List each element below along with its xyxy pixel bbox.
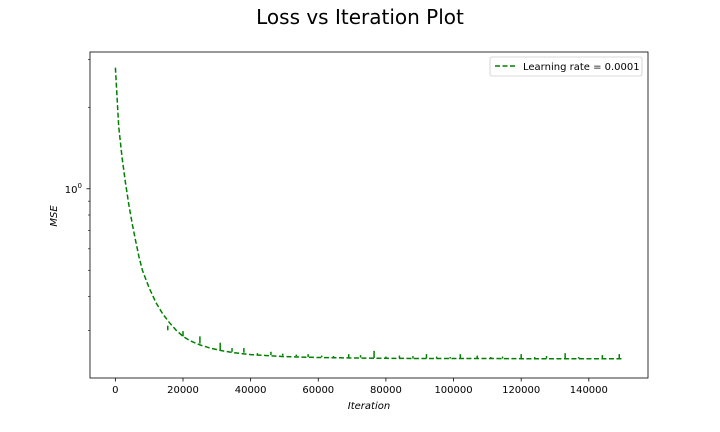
y-tick-label: 100 <box>65 182 82 196</box>
x-tick-label: 40000 <box>235 385 267 396</box>
x-tick-label: 20000 <box>167 385 199 396</box>
y-axis-label: MSE <box>49 205 60 227</box>
x-tick-label: 80000 <box>370 385 402 396</box>
legend-box <box>489 56 643 77</box>
x-tick-label: 100000 <box>434 385 472 396</box>
plot-frame <box>89 51 649 379</box>
x-tick-label: 140000 <box>570 385 608 396</box>
legend: Learning rate = 0.0001 <box>489 56 643 77</box>
legend-label: Learning rate = 0.0001 <box>523 62 640 73</box>
x-axis-label: Iteration <box>348 401 390 412</box>
loss-series-line <box>114 67 623 360</box>
x-tick-label: 120000 <box>502 385 540 396</box>
chart-title: Loss vs Iteration Plot <box>256 5 464 29</box>
x-tick-label: 60000 <box>302 385 334 396</box>
x-tick-label: 0 <box>112 385 118 396</box>
